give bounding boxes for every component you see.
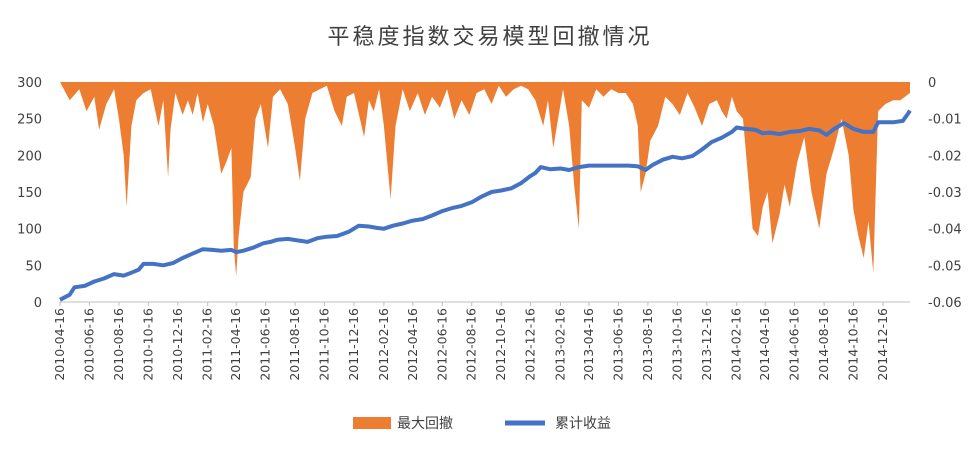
x-axis-tick-label: 2011-06-16 (258, 308, 273, 381)
x-axis-tick-label: 2012-06-16 (434, 308, 449, 381)
x-axis-tick-label: 2012-02-16 (376, 308, 391, 381)
x-axis-tick-label: 2012-04-16 (405, 308, 420, 381)
right-axis-ticks: -0.06 -0.05 -0.04 -0.03 -0.02 -0.01 0 (928, 76, 962, 311)
legend: 最大回撤 累计收益 (353, 416, 611, 432)
right-axis-tick-label: -0.04 (928, 223, 962, 238)
x-axis-tick-label: 2014-08-16 (816, 308, 831, 381)
x-axis-tick-label: 2014-12-16 (875, 308, 890, 381)
return-line (59, 109, 912, 302)
x-axis-tick-label: 2013-08-16 (640, 308, 655, 381)
x-axis-tick-label: 2013-10-16 (669, 308, 684, 381)
drawdown-series (60, 82, 910, 277)
x-axis-tick-label: 2011-04-16 (228, 308, 243, 381)
legend-label-return: 累计收益 (555, 416, 611, 432)
x-axis-tick-label: 2012-08-16 (464, 308, 479, 381)
x-axis-tick-label: 2012-10-16 (493, 308, 508, 381)
right-axis-tick-label: -0.05 (928, 259, 962, 274)
x-axis-tick-label: 2010-06-16 (81, 308, 96, 381)
legend-label-drawdown: 最大回撤 (397, 416, 453, 432)
left-axis-tick-label: 0 (34, 296, 42, 311)
x-axis-tick-label: 2010-12-16 (170, 308, 185, 381)
x-axis-tick-label: 2014-10-16 (846, 308, 861, 381)
left-axis-ticks: 0 50 100 150 200 250 300 (17, 76, 42, 311)
return-series (59, 109, 912, 302)
x-axis-tick-label: 2013-06-16 (611, 308, 626, 381)
x-axis-ticks: 2010-04-16 2010-06-16 2010-08-16 2010-10-16… (52, 302, 890, 381)
x-axis-tick-label: 2013-02-16 (553, 308, 568, 381)
right-axis-tick-label: -0.01 (928, 113, 962, 128)
left-axis-tick-label: 250 (17, 113, 42, 128)
x-axis-tick-label: 2012-12-16 (523, 308, 538, 381)
x-axis-tick-label: 2014-02-16 (729, 308, 744, 381)
x-axis-tick-label: 2010-08-16 (111, 308, 126, 381)
left-axis-tick-label: 300 (17, 76, 42, 91)
left-axis-tick-label: 100 (17, 223, 42, 238)
x-axis-tick-label: 2010-10-16 (140, 308, 155, 381)
x-axis-tick-label: 2014-06-16 (787, 308, 802, 381)
right-axis-tick-label: -0.02 (928, 149, 962, 164)
x-axis-tick-label: 2011-12-16 (346, 308, 361, 381)
left-axis-tick-label: 150 (17, 186, 42, 201)
right-axis-tick-label: -0.06 (928, 296, 962, 311)
x-axis-tick-label: 2010-04-16 (52, 308, 67, 381)
x-axis-tick-label: 2013-04-16 (581, 308, 596, 381)
right-axis-tick-label: 0 (928, 76, 936, 91)
drawdown-area (60, 82, 910, 277)
x-axis-tick-label: 2014-04-16 (757, 308, 772, 381)
x-axis-tick-label: 2013-12-16 (699, 308, 714, 381)
x-axis-tick-label: 2011-02-16 (200, 308, 215, 381)
legend-swatch-drawdown (353, 417, 391, 429)
chart-title: 平稳度指数交易模型回撤情况 (327, 25, 652, 50)
x-axis-tick-label: 2011-08-16 (287, 308, 302, 381)
x-axis-tick-label: 2011-10-16 (317, 308, 332, 381)
right-axis-tick-label: -0.03 (928, 186, 962, 201)
left-axis-tick-label: 50 (25, 259, 42, 274)
left-axis-tick-label: 200 (17, 149, 42, 164)
